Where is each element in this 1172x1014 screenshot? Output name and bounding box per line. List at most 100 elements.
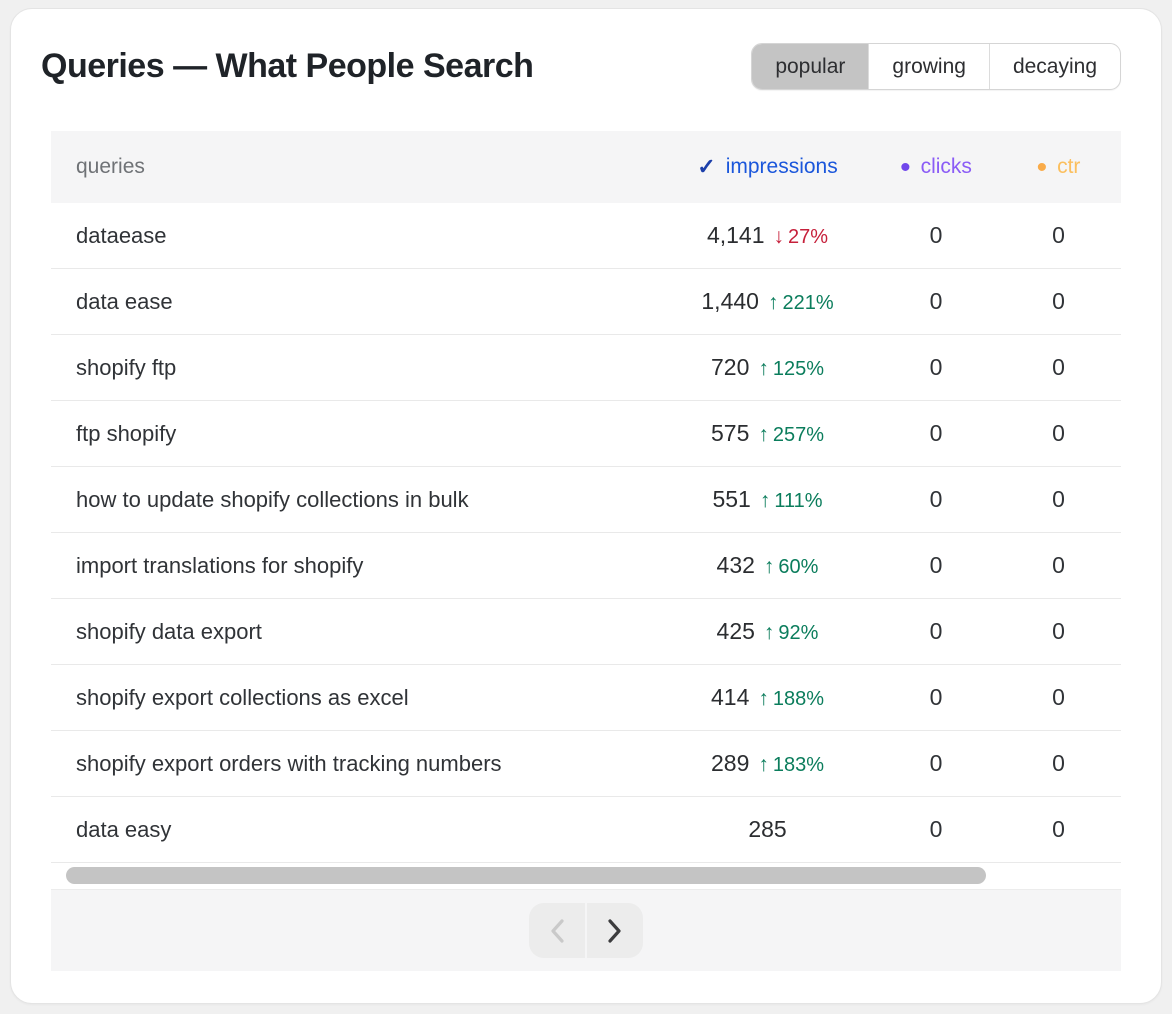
card-header: Queries — What People Search popular gro… <box>11 9 1161 90</box>
impressions-delta: ↑ 111% <box>760 489 823 513</box>
table-row[interactable]: shopify ftp 720 ↑ 125% 0 0 <box>51 335 1121 401</box>
next-page-button[interactable] <box>587 903 643 958</box>
query-cell: shopify export collections as excel <box>51 685 659 711</box>
clicks-cell: 0 <box>929 618 943 644</box>
impressions-cell: 289 ↑ 183% <box>659 750 876 777</box>
impressions-value: 4,141 <box>706 222 765 248</box>
query-text: data ease <box>76 288 173 314</box>
queries-card: Queries — What People Search popular gro… <box>10 8 1162 1004</box>
query-text: dataease <box>76 222 167 248</box>
ctr-cell: 0 <box>1052 288 1065 314</box>
delta-arrow-icon: ↓ <box>773 225 785 248</box>
impressions-value: 285 <box>748 816 787 842</box>
clicks-cell: 0 <box>929 222 943 248</box>
query-text: shopify export orders with tracking numb… <box>76 750 502 776</box>
column-header-clicks[interactable]: • clicks <box>900 151 972 184</box>
column-header-impressions[interactable]: ✓ impressions <box>659 154 876 180</box>
query-text: shopify ftp <box>76 354 177 380</box>
delta-percent: 27% <box>788 226 829 248</box>
impressions-delta: ↓ 27% <box>774 225 829 249</box>
pagination <box>529 903 643 958</box>
table-row[interactable]: dataease 4,141 ↓ 27% 0 0 <box>51 203 1121 269</box>
delta-arrow-icon: ↑ <box>759 489 771 512</box>
impressions-cell: 414 ↑ 188% <box>659 684 876 711</box>
impressions-cell: 720 ↑ 125% <box>659 354 876 381</box>
horizontal-scrollbar-track[interactable] <box>51 863 1121 889</box>
impressions-value: 432 <box>716 552 755 578</box>
delta-percent: 188% <box>772 688 825 710</box>
table-row[interactable]: data ease 1,440 ↑ 221% 0 0 <box>51 269 1121 335</box>
ctr-cell: 0 <box>1052 222 1065 248</box>
check-icon: ✓ <box>697 154 716 179</box>
clicks-cell: 0 <box>929 288 943 314</box>
delta-arrow-icon: ↑ <box>767 291 779 314</box>
delta-percent: 60% <box>778 556 819 578</box>
ctr-cell: 0 <box>1052 354 1065 380</box>
delta-percent: 257% <box>772 424 825 446</box>
impressions-value: 414 <box>710 684 750 710</box>
column-header-ctr[interactable]: • ctr <box>1036 151 1081 184</box>
impressions-delta: ↑ 188% <box>758 687 824 711</box>
column-header-queries[interactable]: queries <box>51 155 659 179</box>
query-text: ftp shopify <box>76 420 177 446</box>
table-header: queries ✓ impressions • clicks • ctr <box>51 131 1121 203</box>
table-row[interactable]: shopify export collections as excel 414 … <box>51 665 1121 731</box>
prev-page-button[interactable] <box>529 903 585 958</box>
table-body: dataease 4,141 ↓ 27% 0 0 data ease 1,440 <box>51 203 1121 863</box>
query-text: import translations for shopify <box>76 552 364 578</box>
impressions-header-label: impressions <box>725 155 838 178</box>
clicks-header-label: clicks <box>920 155 972 178</box>
table-row[interactable]: how to update shopify collections in bul… <box>51 467 1121 533</box>
query-cell: shopify ftp <box>51 355 659 381</box>
delta-arrow-icon: ↑ <box>758 423 769 446</box>
delta-percent: 183% <box>772 754 825 776</box>
impressions-value: 1,440 <box>701 288 759 314</box>
impressions-delta: ↑ 92% <box>764 621 819 645</box>
table-row[interactable]: shopify export orders with tracking numb… <box>51 731 1121 797</box>
delta-percent: 221% <box>782 292 834 314</box>
clicks-cell: 0 <box>929 354 943 380</box>
tab-popular[interactable]: popular <box>752 44 869 89</box>
delta-percent: 125% <box>772 358 825 380</box>
impressions-cell: 575 ↑ 257% <box>659 420 876 447</box>
horizontal-scrollbar-thumb[interactable] <box>66 867 986 884</box>
page-title: Queries — What People Search <box>41 47 534 85</box>
impressions-cell: 425 ↑ 92% <box>659 618 876 645</box>
delta-arrow-icon: ↑ <box>758 357 769 380</box>
clicks-cell: 0 <box>929 684 943 710</box>
ctr-cell: 0 <box>1052 816 1065 842</box>
impressions-value: 575 <box>710 420 750 446</box>
impressions-delta: ↑ 221% <box>768 291 834 315</box>
filter-tabs: popular growing decaying <box>751 43 1121 90</box>
impressions-delta: ↑ 125% <box>758 357 824 381</box>
ctr-cell: 0 <box>1052 750 1065 776</box>
tab-decaying[interactable]: decaying <box>988 44 1120 89</box>
query-cell: shopify export orders with tracking numb… <box>51 751 659 777</box>
query-cell: import translations for shopify <box>51 553 659 579</box>
chevron-left-icon <box>551 918 564 943</box>
queries-header-label: queries <box>76 155 145 178</box>
impressions-cell: 432 ↑ 60% <box>659 552 876 579</box>
query-text: how to update shopify collections in bul… <box>76 486 469 512</box>
chevron-right-icon <box>608 918 621 943</box>
table-row[interactable]: shopify data export 425 ↑ 92% 0 0 <box>51 599 1121 665</box>
table-row[interactable]: ftp shopify 575 ↑ 257% 0 0 <box>51 401 1121 467</box>
table-footer <box>51 889 1121 971</box>
impressions-value: 425 <box>716 618 755 644</box>
impressions-value: 551 <box>712 486 751 512</box>
queries-table: queries ✓ impressions • clicks • ctr dat… <box>51 131 1121 971</box>
delta-arrow-icon: ↑ <box>758 753 769 776</box>
table-row[interactable]: import translations for shopify 432 ↑ 60… <box>51 533 1121 599</box>
clicks-cell: 0 <box>929 750 943 776</box>
delta-arrow-icon: ↑ <box>758 687 769 710</box>
query-text: shopify data export <box>76 618 262 644</box>
ctr-cell: 0 <box>1052 420 1065 446</box>
table-row[interactable]: data easy 285 0 0 <box>51 797 1121 863</box>
impressions-value: 289 <box>710 750 750 776</box>
delta-arrow-icon: ↑ <box>763 621 775 644</box>
tab-growing[interactable]: growing <box>868 44 989 89</box>
ctr-cell: 0 <box>1052 684 1065 710</box>
impressions-delta: ↑ 257% <box>758 423 824 447</box>
query-cell: shopify data export <box>51 619 659 645</box>
query-cell: data easy <box>51 817 659 843</box>
